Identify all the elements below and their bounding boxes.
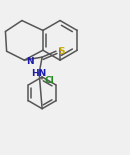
Text: Cl: Cl <box>44 76 54 85</box>
Text: N: N <box>26 57 34 66</box>
Text: S: S <box>58 47 64 56</box>
Text: HN: HN <box>31 69 47 78</box>
